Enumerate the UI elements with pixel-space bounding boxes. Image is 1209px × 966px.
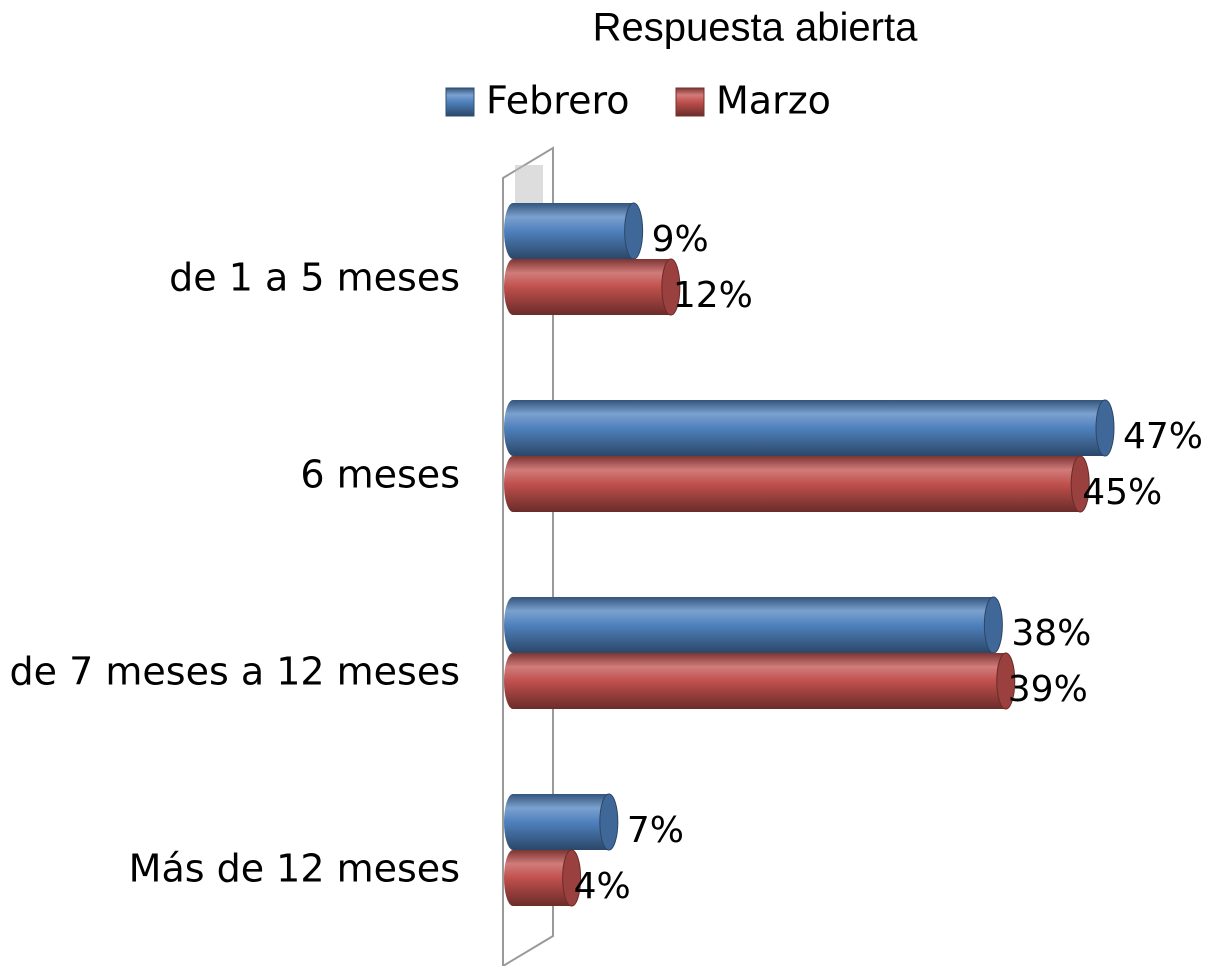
bar-cap (624, 202, 644, 260)
bar-cap (661, 258, 681, 316)
bar-cap (996, 652, 1016, 710)
bar (504, 850, 581, 906)
bar (504, 203, 643, 259)
chart-title: Respuesta abierta (593, 6, 918, 50)
legend-swatch (675, 87, 705, 117)
bar-cap (983, 596, 1003, 654)
data-label: 39% (1008, 669, 1088, 710)
axis-wall (502, 146, 554, 966)
data-label: 38% (1011, 613, 1091, 654)
y-tick-label: de 7 meses a 12 meses (10, 650, 460, 694)
bar-cap (562, 849, 582, 907)
bar (504, 794, 618, 850)
y-tick-label: 6 meses (300, 453, 460, 497)
data-label: 45% (1082, 472, 1162, 513)
y-tick-label: Más de 12 meses (129, 847, 460, 891)
y-tick-label: de 1 a 5 meses (169, 256, 460, 300)
data-label: 12% (673, 275, 753, 316)
data-label: 7% (627, 810, 684, 851)
bar (504, 456, 1090, 512)
bar-cap (1095, 399, 1115, 457)
data-label: 4% (574, 866, 631, 907)
legend-label: Marzo (716, 79, 831, 123)
bar (504, 653, 1015, 709)
bar (504, 597, 1003, 653)
bar-cap (1070, 455, 1090, 513)
data-label: 47% (1123, 416, 1203, 457)
bar (504, 400, 1114, 456)
data-label: 9% (652, 219, 709, 260)
bar-cap (599, 793, 619, 851)
legend-swatch (445, 87, 475, 117)
bar (504, 259, 680, 315)
legend-label: Febrero (486, 79, 629, 123)
